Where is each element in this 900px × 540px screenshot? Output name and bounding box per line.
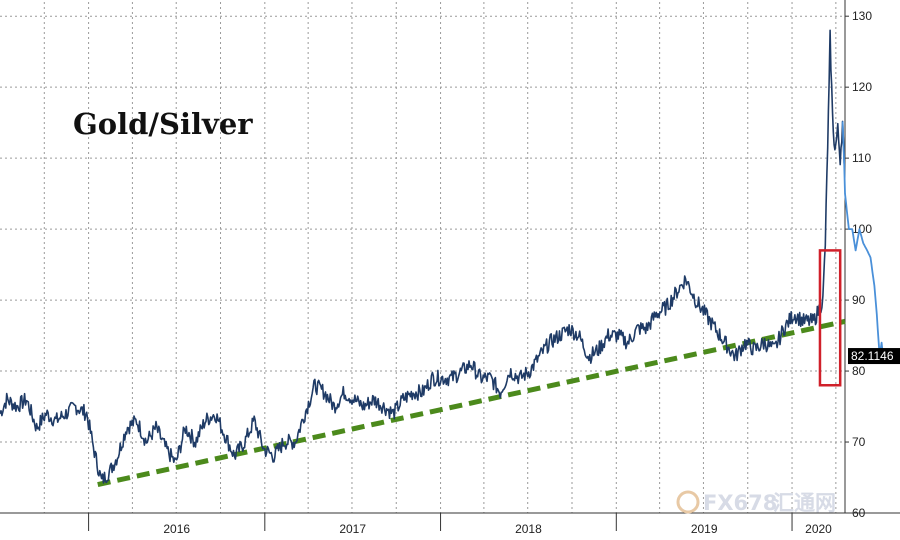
y-tick-label: 80 (852, 364, 866, 378)
x-tick-label: 2019 (691, 522, 718, 536)
annotation-layer: 82.1146 (818, 249, 900, 387)
watermark-text-cjk: 汇通网 (773, 491, 836, 515)
y-tick-label: 110 (852, 151, 871, 165)
x-tick-label: 2017 (339, 522, 366, 536)
watermark-text-latin: FX678 (703, 491, 777, 515)
x-tick-label: 2016 (163, 522, 190, 536)
x-tick-label: 2020 (805, 522, 832, 536)
trendline-layer (97, 318, 846, 488)
watermark-logo-icon (676, 490, 700, 514)
highlight-box (818, 249, 842, 387)
y-tick-label: 100 (852, 222, 872, 236)
trendline (97, 318, 846, 488)
series-layer (0, 29, 884, 484)
series-line-gold-silver (0, 29, 845, 484)
chart-title: Gold/Silver (73, 107, 253, 141)
y-tick-label: 90 (852, 293, 866, 307)
y-tick-label: 70 (852, 435, 866, 449)
x-tick-label: 2018 (515, 522, 542, 536)
y-tick-label: 120 (852, 80, 872, 94)
series-line-recent (841, 121, 884, 358)
y-tick-label: 130 (852, 9, 872, 23)
gridlines (0, 2, 845, 514)
last-value-badge (848, 348, 900, 365)
last-value-label: 82.1146 (851, 349, 894, 363)
